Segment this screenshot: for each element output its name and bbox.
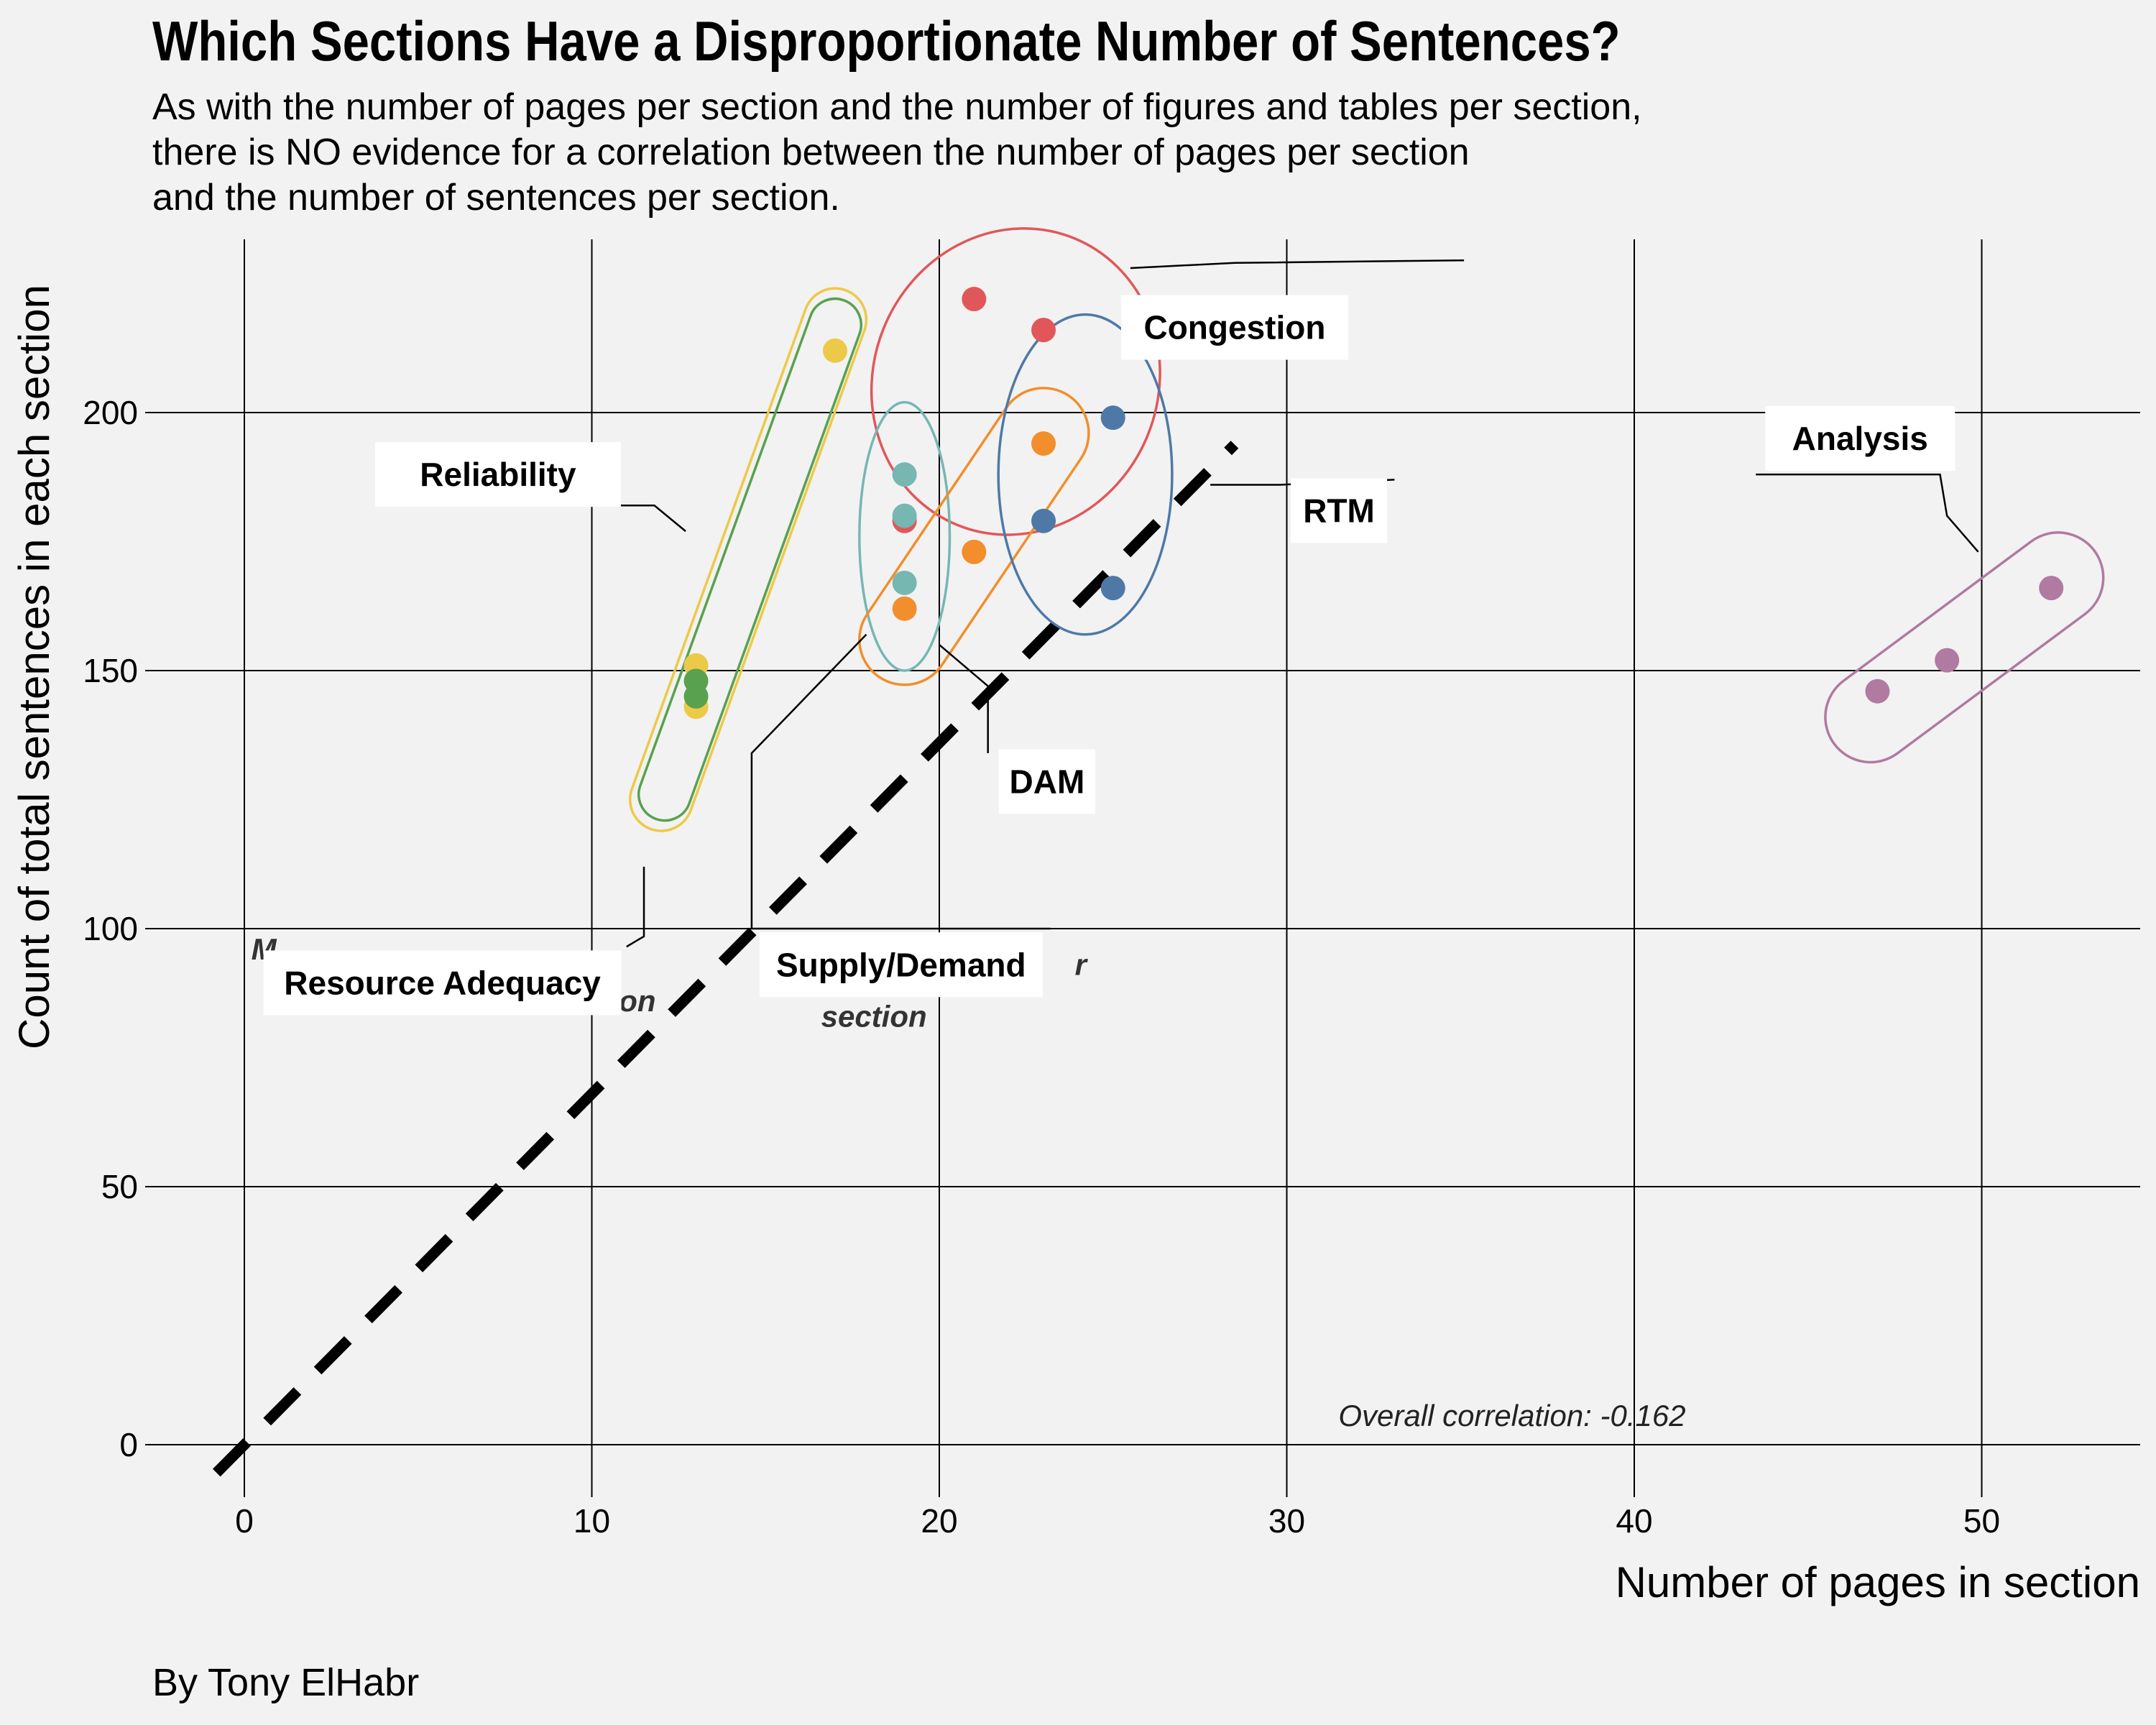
annotation-box — [1120, 295, 1348, 360]
y-tick-label: 0 — [119, 1426, 138, 1463]
annotation-label: Supply/Demand — [776, 946, 1026, 983]
annotation-label: Analysis — [1792, 420, 1928, 457]
supply-demand-point — [892, 462, 917, 487]
subtitle-line-1: As with the number of pages per section … — [152, 86, 1642, 128]
congestion-leader — [1130, 259, 1465, 270]
x-axis-label: Number of pages in section — [1616, 1558, 2140, 1606]
annotation-box — [1765, 405, 1955, 471]
y-axis-label: Count of total sentences in each section — [10, 285, 58, 1049]
y-tick-label: 150 — [83, 652, 138, 689]
x-tick-label: 30 — [1268, 1502, 1305, 1540]
reliability-hull — [629, 287, 868, 832]
supply-demand-point — [892, 503, 917, 528]
supply-demand-point — [892, 570, 917, 595]
rtm-point — [1100, 405, 1125, 431]
y-tick-label: 100 — [83, 910, 138, 947]
annotation-label: Resource Adequacy — [284, 964, 601, 1001]
axes: 0 10 20 30 40 50 0 50 100 150 200 Number of pages… — [10, 285, 2140, 1606]
analysis-point — [1865, 678, 1890, 704]
annotation-box — [374, 442, 621, 507]
congestion-annotation: Congestion — [1120, 295, 1348, 360]
analysis-annotation: Analysis — [1765, 405, 1955, 471]
resource-adequacy-point — [683, 684, 709, 709]
dam-hull — [858, 387, 1090, 686]
resource-adequacy-leader — [626, 866, 645, 948]
dam-leader — [939, 644, 989, 753]
annotation-box — [759, 932, 1043, 998]
y-tick-labels: 0 50 100 150 200 — [83, 394, 138, 1463]
supply-demand-hull — [858, 400, 952, 672]
reference-line-group — [212, 441, 1239, 1477]
analysis-hull — [1824, 531, 2105, 764]
dam-point — [962, 539, 987, 564]
congestion-point — [962, 287, 987, 312]
dam-point — [892, 596, 917, 621]
supply-demand-leader — [750, 633, 1051, 930]
reliability-point — [822, 338, 847, 363]
x-tick-label: 40 — [1616, 1502, 1652, 1540]
data-points — [683, 287, 2064, 719]
annotation-labels: Congestion Reliability RTM Analysis DAM Suppl… — [263, 295, 1955, 1016]
chart-caption: By Tony ElHabr — [152, 1661, 420, 1704]
chart-subtitle: As with the number of pages per section … — [152, 85, 1642, 221]
dam-point — [1031, 431, 1056, 456]
annotation-label: Reliability — [420, 456, 576, 493]
annotation-leaders — [393, 259, 1979, 948]
rtm-point — [1100, 576, 1125, 601]
annotation-box — [998, 749, 1095, 814]
rtm-annotation: RTM — [1291, 478, 1388, 543]
x-tick-label: 50 — [1963, 1502, 2000, 1540]
x-tick-label: 0 — [235, 1502, 254, 1540]
reliability-annotation: Reliability — [374, 442, 621, 507]
reliability-leader — [393, 504, 686, 533]
y-tick-label: 200 — [83, 394, 138, 431]
congestion-point — [1031, 318, 1056, 343]
correlation-note: Overall correlation: -0.162 — [1338, 1399, 1685, 1432]
x-tick-labels: 0 10 20 30 40 50 — [235, 1502, 2000, 1540]
x-tick-label: 20 — [921, 1502, 957, 1540]
analysis-leader — [1756, 473, 1979, 553]
annotation-box — [263, 950, 622, 1016]
y-tick-label: 50 — [101, 1168, 138, 1205]
analysis-point — [2039, 576, 2064, 601]
partial-label: r — [1075, 948, 1089, 982]
annotation-label: RTM — [1303, 492, 1375, 529]
rtm-hull — [997, 313, 1174, 636]
subtitle-line-3: and the number of sentences per section. — [152, 177, 840, 218]
dam-annotation: DAM — [998, 749, 1095, 814]
cluster-hulls — [629, 227, 2105, 832]
annotation-box — [1291, 478, 1388, 543]
analysis-point — [1935, 648, 1960, 673]
annotation-label: DAM — [1010, 763, 1085, 800]
annotation-label: Congestion — [1143, 309, 1325, 346]
chart-title: Which Sections Have a Disproportionate N… — [152, 9, 1621, 73]
resource-adequacy-annotation: Resource Adequacy — [263, 950, 622, 1016]
subtitle-line-2: there is NO evidence for a correlation b… — [152, 132, 1470, 173]
resource-adequacy-hull — [637, 298, 862, 822]
supply-demand-annotation: Supply/Demand — [759, 932, 1043, 998]
congestion-hull — [870, 227, 1161, 536]
x-tick-label: 10 — [573, 1502, 610, 1540]
rtm-point — [1031, 508, 1056, 533]
reference-line — [212, 441, 1239, 1477]
partial-label: section — [821, 999, 927, 1033]
